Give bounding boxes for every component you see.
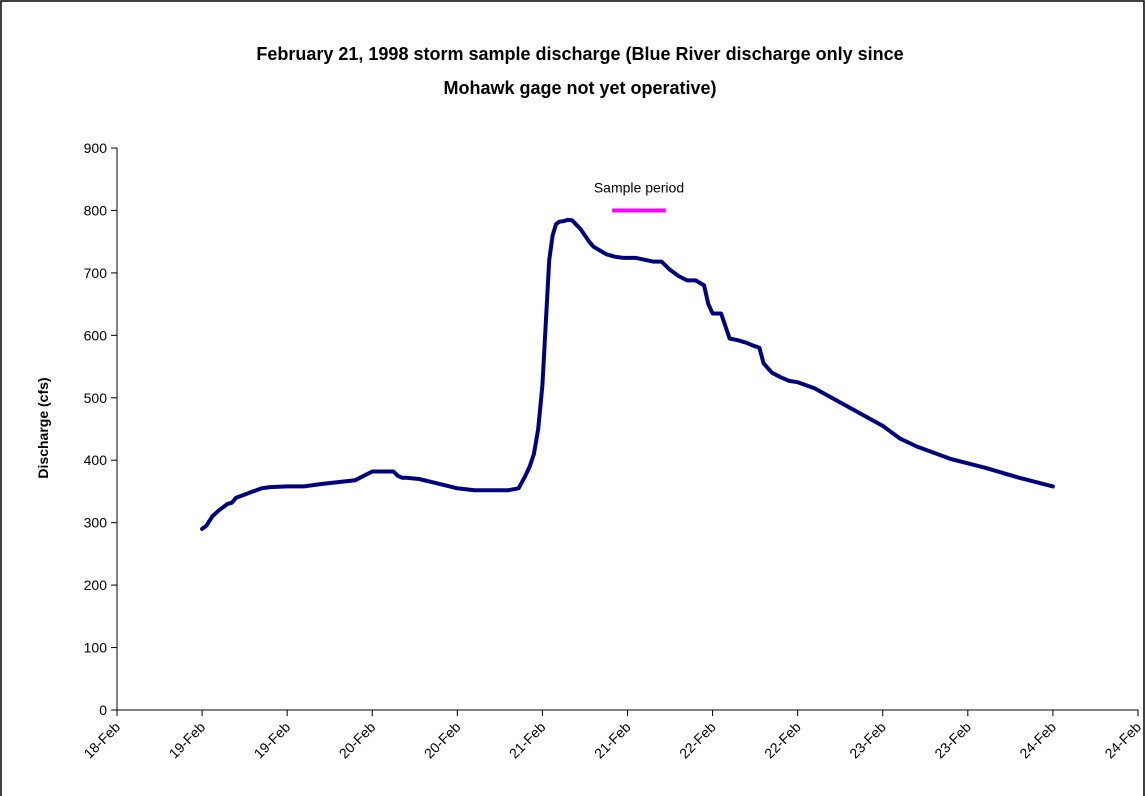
y-tick-label: 800 bbox=[84, 202, 108, 218]
y-tick-label: 100 bbox=[84, 640, 108, 656]
y-tick-label: 400 bbox=[84, 452, 108, 468]
sample-period-label: Sample period bbox=[594, 179, 684, 195]
chart-title-line-2: Mohawk gage not yet operative) bbox=[443, 78, 716, 98]
chart-title-line-1: February 21, 1998 storm sample discharge… bbox=[256, 44, 903, 64]
y-tick-label: 600 bbox=[84, 327, 108, 343]
y-axis-label: Discharge (cfs) bbox=[35, 377, 51, 478]
y-tick-label: 500 bbox=[84, 390, 108, 406]
y-tick-label: 700 bbox=[84, 265, 108, 281]
y-tick-label: 300 bbox=[84, 515, 108, 531]
y-tick-label: 200 bbox=[84, 577, 108, 593]
y-tick-label: 900 bbox=[84, 140, 108, 156]
series-line-discharge bbox=[200, 217, 1055, 531]
y-tick-label: 0 bbox=[99, 702, 107, 718]
